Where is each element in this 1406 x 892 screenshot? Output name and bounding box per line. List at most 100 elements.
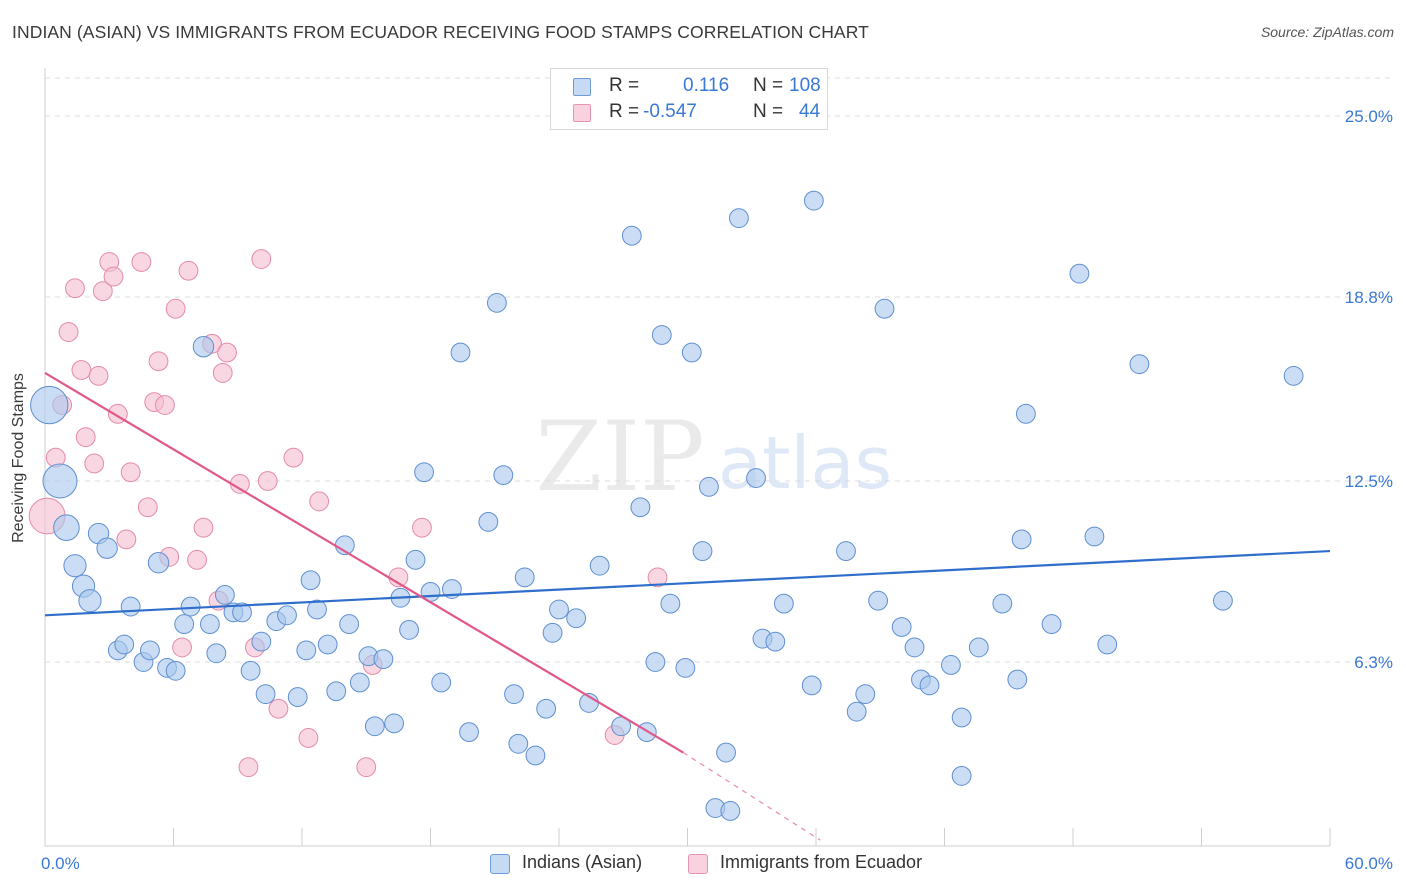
ecuador-point	[71, 360, 92, 380]
indians-point	[399, 620, 419, 640]
indians-point	[1129, 354, 1150, 375]
indians-point	[140, 640, 160, 661]
indians-point	[165, 660, 186, 681]
indians-point	[951, 707, 972, 728]
indians-point	[349, 672, 370, 693]
indians-point	[660, 593, 681, 614]
indians-point	[803, 190, 824, 211]
indians-point	[765, 631, 786, 652]
indians-point	[174, 614, 195, 634]
series-legend: Indians (Asian) Immigrants from Ecuador	[0, 852, 1406, 876]
watermark-atlas: atlas	[718, 421, 892, 505]
indians-point	[729, 208, 749, 229]
indians-point	[525, 745, 546, 766]
indians-point	[891, 617, 912, 637]
data-points	[28, 190, 1304, 821]
indians-point	[566, 608, 587, 629]
watermark-zip: ZIP	[535, 401, 704, 513]
trend-lines	[44, 371, 1331, 841]
ecuador-point	[412, 517, 432, 538]
watermark: ZIP atlas	[535, 401, 892, 513]
indians-point	[846, 701, 867, 722]
r-value-indians: 0.116	[683, 75, 730, 96]
ecuador-point	[103, 266, 124, 287]
indians-swatch	[573, 78, 591, 96]
y-tick-label: 12.5%	[1345, 472, 1393, 491]
ecuador-point	[217, 342, 237, 363]
indians-point	[941, 655, 961, 675]
indians-point	[542, 622, 563, 643]
ecuador-point	[356, 757, 377, 778]
indians-point	[589, 555, 610, 576]
indians-point	[206, 643, 227, 664]
indians-point	[459, 722, 479, 743]
ecuador-point	[120, 462, 141, 483]
indians-point	[1097, 634, 1118, 655]
indians-point	[180, 596, 201, 617]
indians-point	[746, 468, 766, 488]
indians-point	[874, 298, 895, 319]
indians-point	[720, 801, 741, 821]
ecuador-point	[75, 427, 96, 448]
ecuador-point	[88, 365, 109, 386]
axes	[44, 68, 1331, 847]
ecuador-point	[298, 728, 319, 748]
indians-point	[1069, 263, 1090, 284]
indians-point	[675, 657, 696, 678]
r-value-ecuador: -0.547	[643, 101, 697, 122]
ecuador-point	[137, 497, 158, 518]
indians-point	[240, 660, 261, 681]
indians-point	[255, 684, 276, 705]
indians-legend-swatch	[490, 854, 510, 874]
indians-point	[450, 342, 471, 363]
legend-label-indians: Indians (Asian)	[522, 852, 643, 872]
indians-point	[296, 640, 317, 661]
indians-point	[215, 584, 235, 605]
n-label: N =	[753, 101, 784, 122]
indians-point	[951, 766, 972, 786]
indians-point	[405, 549, 426, 570]
x-tick-label: 0.0%	[41, 854, 80, 873]
ecuador-point	[92, 281, 113, 302]
indians-point	[1283, 365, 1304, 386]
y-tick-label: 18.8%	[1345, 288, 1393, 307]
r-label: R =	[609, 101, 640, 122]
indians-point	[1015, 403, 1036, 424]
indians-point	[508, 733, 529, 754]
ecuador-point	[257, 471, 278, 491]
ecuador-point	[148, 351, 169, 372]
ecuador-point	[647, 567, 668, 588]
indians-point	[699, 476, 719, 497]
grid-lines	[45, 77, 1392, 663]
indians-point	[493, 465, 514, 486]
legend-label-ecuador: Immigrants from Ecuador	[720, 852, 923, 872]
indians-point	[287, 687, 308, 707]
ecuador-point	[131, 252, 152, 272]
indians-point	[968, 637, 989, 658]
ecuador-point	[268, 698, 289, 719]
indians-point	[1007, 669, 1028, 690]
indians-point	[486, 292, 507, 313]
ecuador-point	[165, 298, 186, 319]
indians-point	[277, 605, 297, 626]
ecuador-point	[65, 278, 85, 299]
indians-point	[868, 590, 889, 611]
indians-point	[1213, 590, 1233, 611]
indians-point	[992, 593, 1013, 614]
ecuador-point	[116, 529, 137, 550]
indians-point	[147, 552, 170, 574]
indians-point	[681, 342, 702, 363]
indians-point	[1041, 614, 1062, 634]
indians-point	[431, 672, 452, 693]
indians-point	[53, 514, 80, 542]
n-value-indians: 108	[789, 75, 821, 96]
ecuador-point	[283, 447, 304, 468]
indians-point	[536, 698, 557, 719]
source-credit: Source: ZipAtlas.com	[1260, 24, 1394, 40]
indians-point	[621, 225, 642, 246]
indians-point	[78, 589, 102, 613]
indians-point	[855, 684, 876, 705]
ecuador-legend-swatch	[688, 854, 708, 874]
y-tick-label: 6.3%	[1354, 653, 1393, 672]
